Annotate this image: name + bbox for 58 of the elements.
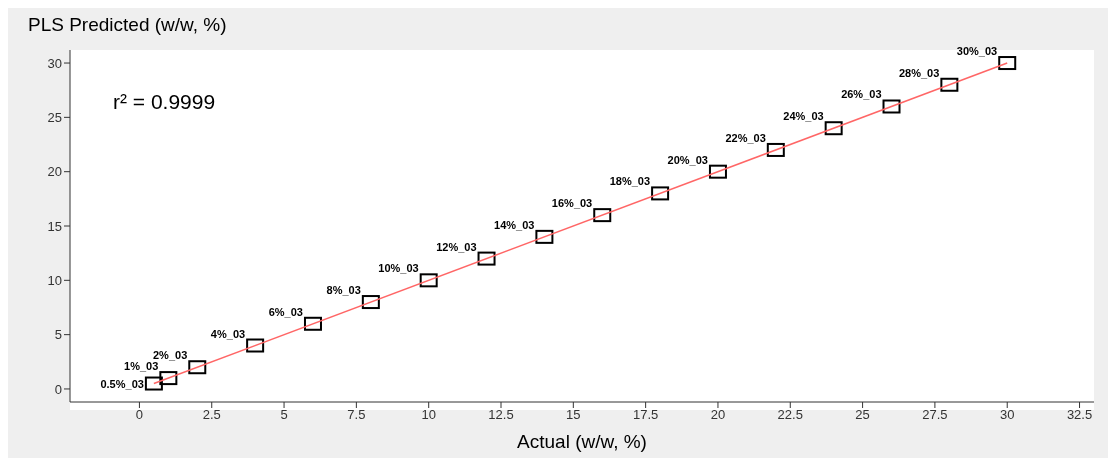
x-tick-label: 2.5 <box>202 407 221 423</box>
x-tick-label: 27.5 <box>922 407 948 423</box>
x-tick-label: 32.5 <box>1066 407 1093 423</box>
data-label: 14%_03 <box>494 218 535 231</box>
point <box>535 229 554 244</box>
data-label: 30%_03 <box>956 45 998 58</box>
x-tick-label: 10 <box>421 407 436 423</box>
point <box>766 142 785 157</box>
x-tick-label: 30 <box>999 407 1015 423</box>
point <box>651 186 670 201</box>
point <box>593 208 612 223</box>
point <box>188 360 207 375</box>
point <box>419 273 438 288</box>
x-axis-title: Actual (w/w, %) <box>517 431 647 452</box>
x-tick-label: 20 <box>710 407 726 423</box>
point <box>998 56 1017 71</box>
y-tick-label: 25 <box>47 109 62 125</box>
x-tick-label: 22.5 <box>777 407 803 423</box>
data-label: 6%_03 <box>268 305 303 318</box>
data-label: 16%_03 <box>551 197 593 210</box>
point <box>940 77 959 92</box>
data-label: 12%_03 <box>436 240 477 253</box>
x-tick-label: 12.5 <box>488 407 514 423</box>
point <box>144 376 163 391</box>
annotation: r² = 0.9999 <box>113 90 216 114</box>
point <box>303 316 322 331</box>
data-label: 1%_03 <box>124 360 159 373</box>
y-tick-label: 15 <box>47 218 62 234</box>
data-label: 28%_03 <box>898 66 940 79</box>
point <box>477 251 496 266</box>
y-tick-label: 0 <box>54 381 62 397</box>
y-axis-title: PLS Predicted (w/w, %) <box>28 14 227 36</box>
y-tick-label: 10 <box>47 272 62 288</box>
data-label: 24%_03 <box>783 110 824 123</box>
data-label: 2%_03 <box>153 349 188 362</box>
data-label: 10%_03 <box>378 262 419 275</box>
x-tick-label: 0 <box>135 407 144 423</box>
x-tick-label: 25 <box>855 407 870 423</box>
x-tick-label: 7.5 <box>347 407 366 423</box>
y-tick-label: 5 <box>54 327 62 343</box>
x-tick-label: 15 <box>566 407 581 423</box>
point <box>824 121 843 136</box>
data-label: 20%_03 <box>667 153 708 166</box>
y-tick-label: 20 <box>47 164 62 180</box>
point <box>159 371 178 386</box>
data-label: 4%_03 <box>210 327 246 340</box>
point <box>708 164 727 179</box>
data-label: 8%_03 <box>326 284 361 297</box>
x-tick-label: 17.5 <box>632 407 659 423</box>
point <box>882 99 901 114</box>
y-tick-label: 30 <box>47 55 62 71</box>
data-label: 18%_03 <box>609 175 651 188</box>
data-label: 22%_03 <box>725 131 766 144</box>
point <box>246 338 265 353</box>
data-label: 0.5%_03 <box>100 377 144 390</box>
x-tick-label: 5 <box>280 407 288 423</box>
point <box>361 295 380 310</box>
data-label: 26%_03 <box>841 88 882 101</box>
